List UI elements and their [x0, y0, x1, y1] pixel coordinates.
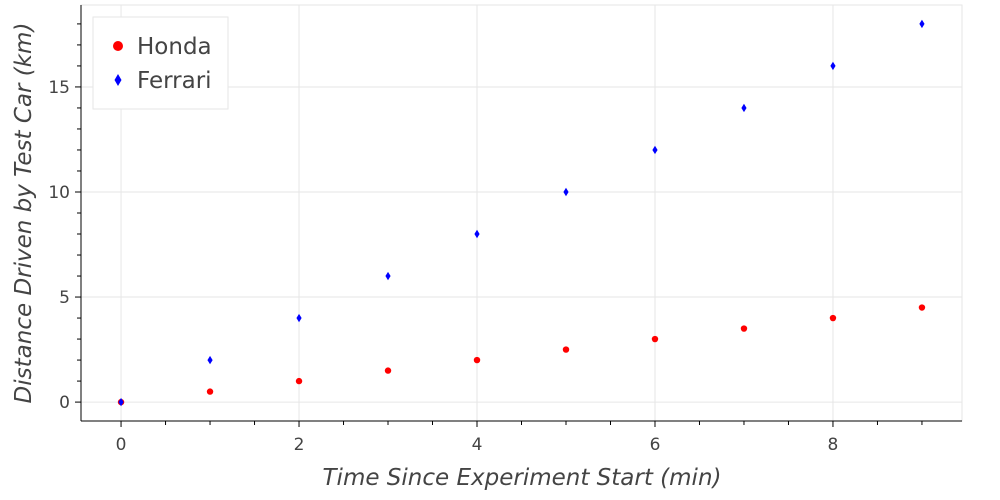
ferrari-point [385, 271, 391, 281]
ferrari-point [296, 313, 302, 323]
honda-point [651, 335, 659, 343]
ferrari-point [474, 229, 480, 239]
honda-point [295, 377, 303, 385]
honda-point [918, 304, 926, 311]
ferrari-point [563, 187, 569, 197]
honda-point [384, 367, 392, 374]
legend-marker-ferrari [114, 74, 122, 86]
x-tick-label: 8 [828, 435, 839, 455]
honda-point [562, 346, 570, 353]
honda-point [206, 388, 214, 395]
legend-label-ferrari: Ferrari [137, 68, 212, 94]
legend-label-honda: Honda [137, 34, 212, 60]
legend-marker-honda [113, 41, 123, 51]
legend: Honda Ferrari [92, 16, 229, 110]
x-axis-title: Time Since Experiment Start (min) [323, 465, 722, 491]
x-tick-label: 6 [650, 435, 661, 455]
ferrari-point [652, 145, 658, 155]
y-tick-label: 5 [59, 288, 70, 308]
y-tick-label: 0 [59, 393, 70, 413]
x-tick-label: 4 [472, 435, 483, 455]
ferrari-point [118, 397, 124, 407]
y-axis-title: Distance Driven by Test Car (km) [11, 23, 37, 404]
ferrari-point [830, 61, 836, 71]
axes-layer: 0 2 4 6 8 0 5 10 15 [48, 5, 962, 455]
honda-point [740, 325, 748, 332]
honda-point [473, 356, 481, 364]
y-tick-label: 15 [48, 78, 70, 98]
legend-box [92, 16, 229, 110]
x-tick-label: 0 [116, 435, 127, 455]
ferrari-point [741, 103, 747, 113]
points-layer [117, 19, 926, 407]
ferrari-point [919, 19, 925, 29]
y-tick-label: 10 [48, 183, 70, 203]
x-tick-label: 2 [294, 435, 305, 455]
ferrari-point [207, 355, 213, 365]
honda-point [829, 314, 837, 322]
